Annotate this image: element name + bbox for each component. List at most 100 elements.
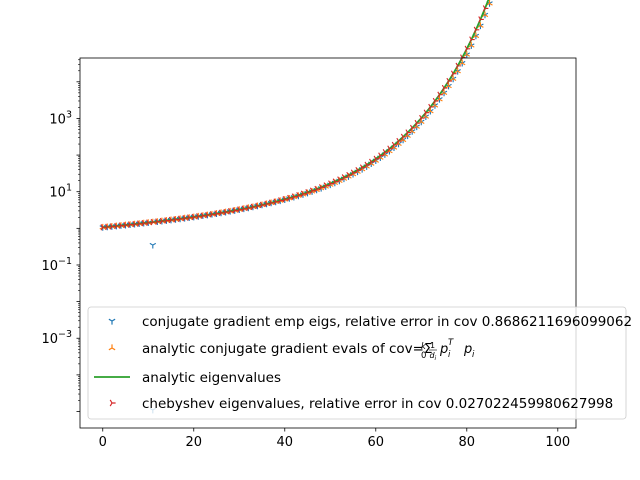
- legend-math-d: d: [430, 351, 436, 360]
- data-point: [278, 197, 284, 204]
- data-point: [136, 220, 143, 227]
- data-point: [205, 211, 211, 219]
- data-point: [105, 223, 111, 231]
- legend-entry-conjugate-gradient: conjugate gradient emp eigs, relative er…: [108, 314, 632, 330]
- data-point: [400, 133, 407, 141]
- series-layer: [99, 0, 493, 414]
- data-point: [464, 45, 471, 53]
- data-point-outlier: [149, 242, 157, 249]
- y-tick-label: 101: [49, 183, 72, 201]
- data-point: [309, 187, 316, 194]
- x-tick-label: 0: [99, 435, 107, 450]
- data-point: [459, 59, 466, 66]
- data-point: [246, 204, 252, 212]
- data-point: [482, 5, 489, 12]
- legend-label-analytic-conjugate-gradient: analytic conjugate gradient evals of cov…: [142, 341, 433, 357]
- data-point: [159, 217, 166, 225]
- data-point: [223, 208, 230, 216]
- data-point: [455, 62, 462, 70]
- data-point: [472, 32, 480, 39]
- data-point: [382, 149, 389, 156]
- data-point: [191, 213, 198, 221]
- data-point: [450, 70, 457, 77]
- data-point: [118, 222, 125, 229]
- data-point: [287, 194, 293, 202]
- data-point: [146, 219, 152, 226]
- data-point: [273, 198, 280, 205]
- data-point: [123, 221, 129, 229]
- data-point: [300, 190, 307, 197]
- data-point: [369, 158, 375, 166]
- legend-math-p2: p: [463, 342, 472, 357]
- legend-marker-glyph: [108, 344, 116, 351]
- data-point: [414, 119, 421, 127]
- data-point: [200, 212, 207, 219]
- x-tick-label: 20: [185, 435, 202, 450]
- legend-math-one: 1: [430, 341, 435, 350]
- data-point: [241, 205, 248, 212]
- y-tick-label: 103: [49, 109, 72, 127]
- data-point: [268, 199, 275, 206]
- legend-math-p1-sub-i: i: [448, 350, 451, 360]
- legend-label-chebyshev: chebyshev eigenvalues, relative error in…: [142, 396, 613, 412]
- data-point: [141, 219, 148, 227]
- legend-entry-analytic-conjugate-gradient: analytic conjugate gradient evals of cov…: [108, 338, 475, 362]
- legend-math-sigma: Σ: [424, 341, 433, 357]
- data-point: [449, 75, 457, 81]
- x-tick-label: 100: [545, 435, 570, 450]
- data-point: [100, 224, 107, 231]
- data-point: [214, 210, 220, 217]
- data-point: [196, 213, 202, 220]
- data-point: [291, 193, 298, 200]
- data-point: [463, 51, 471, 57]
- data-point: [177, 215, 184, 223]
- data-point: [182, 214, 189, 222]
- legend-math-p1: p: [439, 342, 448, 357]
- data-point: [318, 184, 325, 191]
- legend-math-d-sub-i: i: [435, 355, 437, 362]
- legend-math-k: k: [421, 342, 427, 352]
- data-point: [396, 137, 402, 145]
- data-point: [437, 91, 443, 98]
- data-point: [446, 77, 452, 85]
- legend-marker-glyph: [109, 399, 116, 407]
- data-point: [282, 195, 289, 203]
- data-point: [168, 216, 175, 224]
- legend-entry-analytic-eigenvalues: analytic eigenvalues: [94, 370, 281, 386]
- legend: conjugate gradient emp eigs, relative er…: [87, 306, 632, 420]
- data-point: [218, 209, 225, 217]
- data-point: [232, 207, 239, 214]
- data-point: [387, 145, 393, 152]
- data-point: [378, 152, 384, 159]
- data-point: [314, 185, 321, 193]
- data-point: [391, 141, 398, 149]
- data-point: [264, 200, 270, 208]
- data-point: [373, 155, 380, 163]
- data-point: [155, 218, 161, 225]
- data-point: [109, 223, 116, 230]
- data-point: [173, 216, 179, 223]
- legend-label-analytic-cg-text: analytic conjugate gradient evals of cov…: [142, 341, 424, 357]
- x-axis-ticks: 0 20 40 60 80 100: [99, 428, 570, 450]
- legend-label-analytic-eigenvalues: analytic eigenvalues: [142, 370, 281, 386]
- data-point: [454, 67, 461, 74]
- legend-box: [87, 306, 627, 420]
- data-point: [114, 222, 120, 230]
- data-point: [428, 103, 434, 111]
- legend-math-p2-sub-i: i: [472, 350, 475, 360]
- y-axis-ticks: 103 101 10−1 10−3: [41, 59, 80, 412]
- series-3: [100, 5, 489, 231]
- data-point: [227, 208, 234, 215]
- legend-marker-tri-up: [108, 344, 116, 351]
- data-point: [423, 109, 430, 116]
- x-tick-label: 60: [368, 435, 385, 450]
- data-point: [187, 214, 193, 221]
- data-point: [132, 220, 139, 228]
- data-point: [419, 114, 425, 122]
- data-point: [410, 124, 416, 132]
- legend-marker-tri-down: [108, 318, 116, 325]
- data-point: [150, 218, 157, 226]
- data-point: [468, 42, 475, 48]
- data-point: [296, 191, 302, 199]
